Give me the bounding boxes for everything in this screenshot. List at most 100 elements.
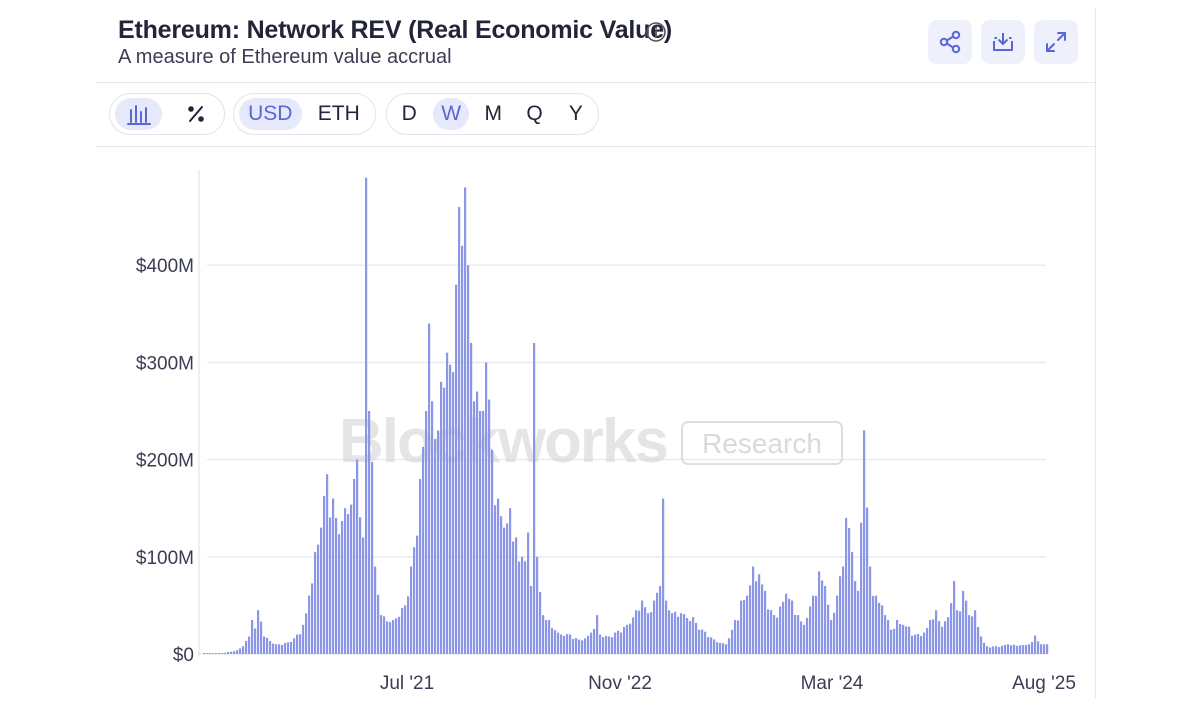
bar bbox=[935, 610, 938, 654]
watermark-tag-box bbox=[681, 421, 843, 465]
bar bbox=[650, 612, 653, 654]
bar bbox=[896, 619, 899, 654]
bar bbox=[875, 595, 878, 654]
bar bbox=[434, 439, 437, 654]
bar bbox=[560, 634, 563, 654]
x-axis: Jul '21 Nov '22 Mar '24 Aug '25 bbox=[380, 673, 1076, 694]
bar bbox=[218, 653, 221, 654]
bar bbox=[632, 617, 635, 654]
bar bbox=[881, 605, 884, 654]
percent-icon bbox=[187, 106, 204, 122]
currency-usd[interactable]: USD bbox=[239, 98, 302, 130]
bar bbox=[449, 364, 452, 654]
bar bbox=[674, 611, 677, 654]
bar bbox=[323, 495, 326, 654]
bar bbox=[836, 595, 839, 654]
bar bbox=[764, 590, 767, 654]
bar bbox=[314, 551, 317, 654]
chart-type-toggle bbox=[109, 93, 225, 135]
bar bbox=[698, 629, 701, 654]
bar bbox=[740, 600, 743, 654]
bar bbox=[977, 626, 980, 654]
bar bbox=[1034, 635, 1037, 654]
bar bbox=[641, 600, 644, 654]
bar bbox=[332, 498, 335, 654]
bar bbox=[872, 595, 875, 654]
bar bbox=[251, 619, 254, 654]
bar bbox=[998, 647, 1001, 654]
bar bbox=[746, 595, 749, 654]
bar bbox=[893, 628, 896, 654]
bar bbox=[686, 618, 689, 654]
bar bbox=[524, 561, 527, 654]
y-tick-label: $400M bbox=[136, 256, 194, 277]
interval-m[interactable]: M bbox=[484, 102, 503, 125]
x-tick-label: Jul '21 bbox=[380, 673, 434, 694]
currency-toggle: USD ETH bbox=[233, 93, 376, 135]
download-button[interactable] bbox=[981, 20, 1025, 64]
percent-option[interactable] bbox=[172, 98, 219, 130]
bar bbox=[1016, 645, 1019, 654]
bar bbox=[788, 598, 791, 654]
bar bbox=[806, 617, 809, 654]
bar bbox=[509, 508, 512, 654]
bar bbox=[272, 643, 275, 654]
bar bbox=[923, 632, 926, 654]
bar bbox=[431, 401, 434, 654]
bar bbox=[911, 635, 914, 654]
chart-subtitle: A measure of Ethereum value accrual bbox=[118, 46, 452, 68]
info-icon[interactable] bbox=[645, 21, 667, 43]
bar bbox=[227, 652, 230, 654]
interval-q[interactable]: Q bbox=[526, 102, 543, 125]
bar bbox=[479, 411, 482, 654]
bar bbox=[1010, 645, 1013, 654]
bar bbox=[845, 517, 848, 654]
bar bbox=[776, 617, 779, 654]
bar bbox=[269, 641, 272, 654]
currency-eth[interactable]: ETH bbox=[317, 102, 360, 125]
bar bbox=[590, 632, 593, 654]
bar bbox=[302, 624, 305, 654]
bar bbox=[950, 603, 953, 654]
bar bbox=[827, 604, 830, 654]
bar bbox=[980, 636, 983, 654]
expand-button[interactable] bbox=[1034, 20, 1078, 64]
bar bbox=[719, 642, 722, 654]
y-axis: $0 $100M $200M $300M $400M bbox=[136, 256, 194, 666]
bar bbox=[521, 556, 524, 654]
bar bbox=[362, 537, 365, 654]
bar bbox=[299, 634, 302, 654]
bar bbox=[389, 621, 392, 654]
bar bbox=[239, 648, 242, 654]
download-icon bbox=[993, 33, 1013, 51]
bar bbox=[833, 612, 836, 654]
bar bbox=[839, 576, 842, 654]
bar bbox=[677, 616, 680, 654]
bar bbox=[566, 634, 569, 654]
bar-chart-option[interactable] bbox=[115, 98, 162, 130]
chart-title: Ethereum: Network REV (Real Economic Val… bbox=[118, 16, 673, 44]
interval-d[interactable]: D bbox=[401, 102, 417, 125]
bar bbox=[986, 646, 989, 654]
bar bbox=[908, 626, 911, 654]
bar bbox=[467, 265, 470, 654]
bar bbox=[422, 446, 425, 654]
interval-y[interactable]: Y bbox=[568, 102, 583, 125]
bar bbox=[266, 637, 269, 654]
y-tick-label: $200M bbox=[136, 451, 194, 472]
bar bbox=[734, 619, 737, 654]
bar bbox=[605, 635, 608, 654]
bar bbox=[596, 615, 599, 654]
share-button[interactable] bbox=[928, 20, 972, 64]
bar bbox=[209, 653, 212, 654]
bar bbox=[353, 479, 356, 654]
bar bbox=[857, 590, 860, 654]
interval-w[interactable]: W bbox=[433, 98, 470, 130]
bar bbox=[551, 627, 554, 654]
bar bbox=[983, 642, 986, 654]
bar bbox=[599, 634, 602, 654]
bar bbox=[962, 590, 965, 654]
bar bbox=[563, 635, 566, 654]
bar bbox=[773, 615, 776, 654]
bar bbox=[797, 615, 800, 654]
